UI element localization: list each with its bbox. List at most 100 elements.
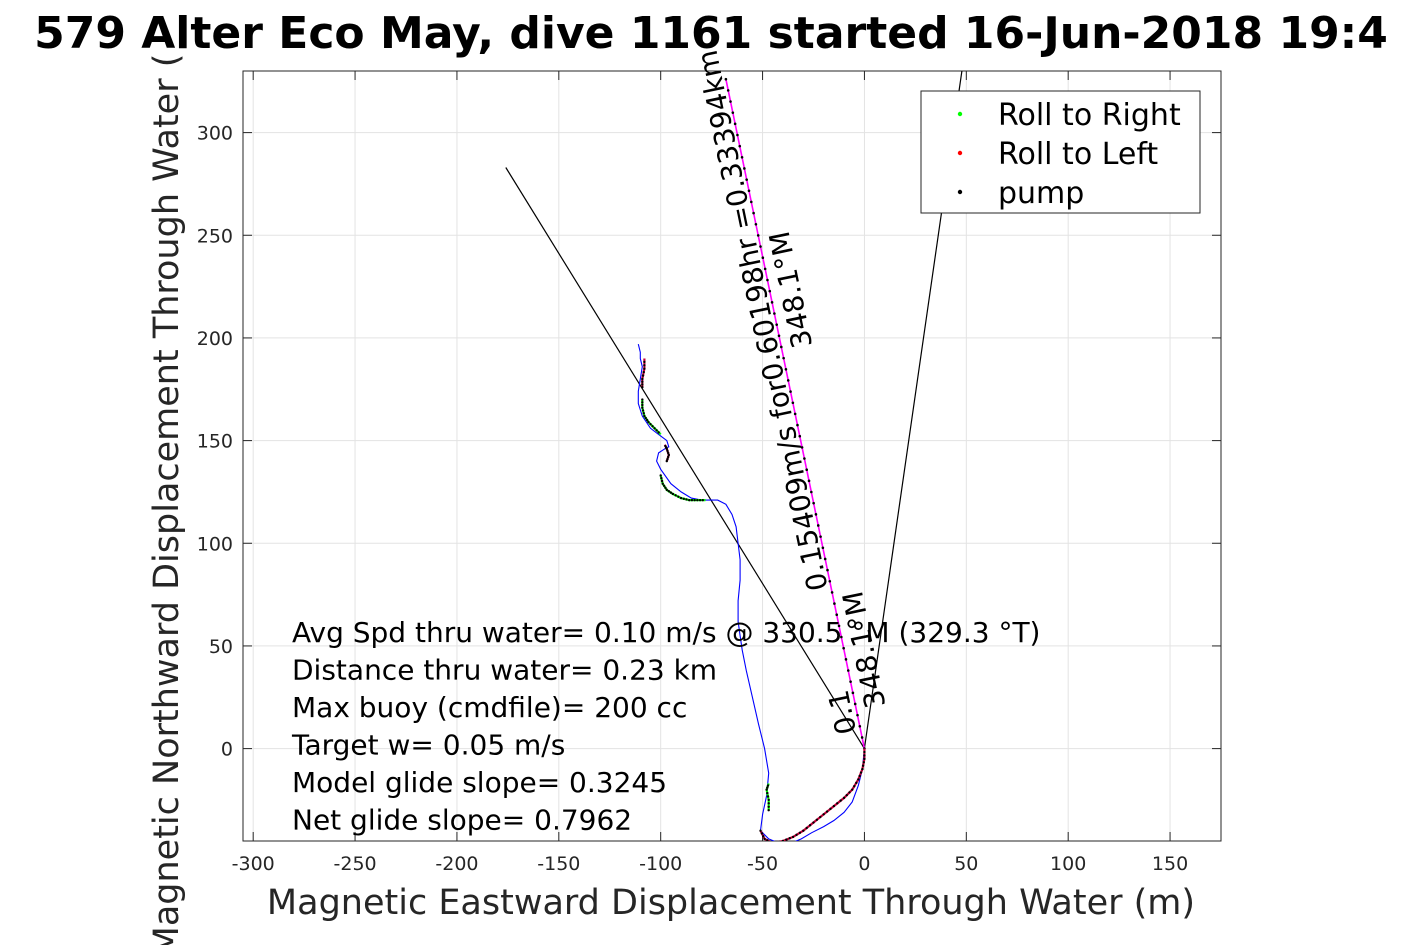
heading-line-dot bbox=[780, 345, 783, 349]
heading-line-dot bbox=[791, 401, 795, 405]
roll-right-point bbox=[661, 482, 664, 485]
roll-right-point bbox=[690, 498, 694, 502]
roll-left-point bbox=[788, 837, 791, 840]
roll-left-point bbox=[795, 833, 798, 837]
heading-line-dot bbox=[784, 367, 788, 371]
roll-left-point bbox=[808, 824, 812, 827]
roll-left-point bbox=[853, 785, 856, 788]
heading-line-dot bbox=[814, 513, 818, 516]
roll-left-point bbox=[665, 459, 668, 463]
annotation-line: Max buoy (cmdfile)= 200 cc bbox=[292, 691, 687, 724]
heading-line-dot bbox=[733, 122, 737, 126]
roll-left-point bbox=[666, 455, 670, 459]
heading-line-dot bbox=[773, 312, 776, 315]
heading-line-dot bbox=[749, 200, 753, 204]
roll-right-point bbox=[767, 798, 770, 802]
roll-left-point bbox=[667, 453, 671, 457]
heading-line-dot bbox=[823, 557, 827, 561]
roll-left-point bbox=[842, 796, 846, 800]
heading-line-dot bbox=[840, 635, 843, 639]
x-tick-label: -50 bbox=[747, 853, 778, 875]
roll-left-point bbox=[839, 799, 842, 802]
heading-line-dot bbox=[858, 724, 862, 728]
roll-left-point bbox=[666, 449, 669, 453]
roll-left-point bbox=[641, 374, 645, 377]
roll-right-point bbox=[641, 403, 644, 407]
heading-line-dot bbox=[807, 479, 811, 483]
annotation-line: Net glide slope= 0.7962 bbox=[292, 804, 632, 837]
roll-left-point bbox=[863, 750, 866, 754]
roll-left-point bbox=[863, 754, 866, 757]
heading-line-dot bbox=[810, 490, 813, 494]
roll-left-point bbox=[829, 807, 832, 811]
heading-line-dot bbox=[770, 301, 774, 304]
roll-left-segment bbox=[641, 358, 646, 388]
heading-line-dot bbox=[752, 211, 755, 215]
roll-right-point bbox=[698, 498, 702, 502]
legend-box bbox=[920, 90, 1201, 214]
roll-right-point bbox=[767, 809, 770, 812]
roll-left-point bbox=[666, 451, 670, 455]
heading-line-dot bbox=[754, 222, 758, 226]
x-tick-label: 100 bbox=[1050, 853, 1086, 875]
legend: Roll to Right Roll to Left pump bbox=[920, 90, 1201, 214]
chart-title: 579 Alter Eco May, dive 1161 started 16-… bbox=[34, 8, 1388, 59]
roll-left-point bbox=[762, 835, 765, 838]
heading-line-dot bbox=[743, 167, 746, 170]
roll-right-segment bbox=[659, 475, 706, 502]
roll-left-point bbox=[759, 829, 762, 832]
heading-line-dot bbox=[837, 624, 841, 628]
roll-right-point bbox=[647, 420, 650, 424]
heading-line-dot bbox=[860, 736, 864, 739]
legend-label: pump bbox=[998, 176, 1084, 211]
annotation-line: Model glide slope= 0.3245 bbox=[292, 766, 667, 799]
roll-right-point bbox=[766, 791, 769, 795]
roll-left-point bbox=[760, 832, 764, 835]
heading-line-dot bbox=[756, 234, 760, 237]
roll-left-point bbox=[825, 810, 829, 813]
roll-left-point bbox=[642, 370, 645, 374]
roll-left-point bbox=[862, 761, 865, 764]
roll-right-point bbox=[767, 802, 770, 805]
x-tick-label: 50 bbox=[954, 853, 978, 875]
roll-right-point bbox=[688, 498, 691, 502]
heading-line-dot bbox=[830, 591, 834, 594]
roll-left-point bbox=[836, 802, 839, 805]
heading-line-dot bbox=[731, 111, 735, 114]
heading-line-dot bbox=[821, 546, 825, 550]
roll-left-point bbox=[666, 457, 669, 461]
heading-line-dot bbox=[805, 468, 809, 471]
heading-line-dot bbox=[853, 702, 857, 706]
roll-right-point bbox=[657, 431, 660, 434]
roll-left-point bbox=[763, 837, 766, 841]
y-tick-label: 200 bbox=[197, 328, 233, 350]
roll-right-point bbox=[641, 401, 644, 404]
roll-left-point bbox=[863, 757, 866, 761]
roll-left-point bbox=[805, 826, 808, 830]
heading-line-dot bbox=[851, 691, 855, 695]
heading-line-dot bbox=[846, 669, 850, 672]
heading-line-dot bbox=[759, 245, 762, 248]
roll-right-point bbox=[662, 484, 666, 487]
axes-layer: -300 -250 -200 -150 -100 -50 0 50 100 150 0 50 100 15… bbox=[197, 70, 1222, 875]
roll-right-point bbox=[660, 477, 663, 480]
heading-line-dot bbox=[826, 568, 829, 572]
roll-right-point bbox=[682, 497, 685, 500]
roll-right-point bbox=[669, 491, 673, 494]
annotation-line: Avg Spd thru water= 0.10 m/s @ 330.5 °M … bbox=[292, 616, 1040, 649]
roll-left-point bbox=[769, 840, 772, 841]
roll-right-point bbox=[660, 479, 664, 483]
roll-left-point bbox=[641, 377, 644, 381]
legend-marker bbox=[957, 150, 963, 156]
heading-line-dot bbox=[803, 457, 806, 460]
heading-line-dot bbox=[842, 646, 845, 650]
roll-right-point bbox=[693, 498, 696, 502]
roll-left-point bbox=[857, 778, 860, 781]
roll-right-point bbox=[641, 409, 645, 412]
data-layer bbox=[505, 71, 963, 841]
roll-left-point bbox=[855, 781, 858, 785]
roll-left-point bbox=[861, 764, 865, 767]
heading-line-dot bbox=[786, 379, 790, 382]
heading-line-dot bbox=[828, 579, 832, 583]
